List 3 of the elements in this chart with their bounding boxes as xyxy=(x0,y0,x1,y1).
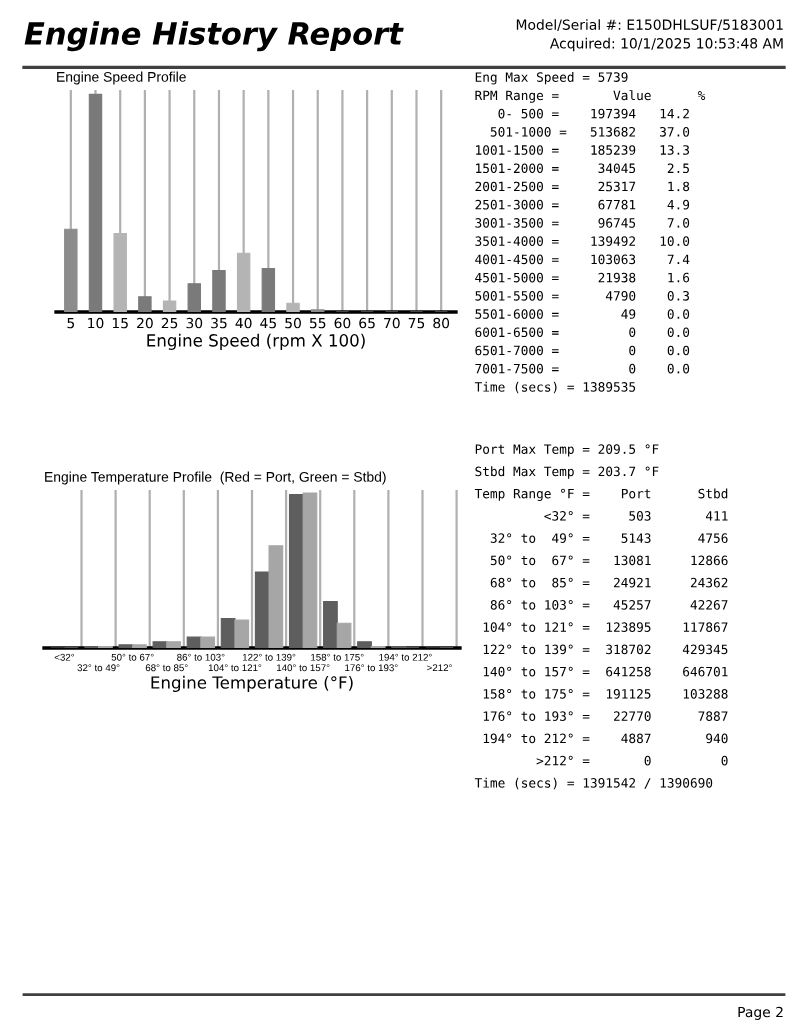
x-axis-title: Engine Temperature (°F) xyxy=(151,675,353,692)
text: Engine History Report xyxy=(24,21,404,52)
x-axis-title: Engine Speed (rpm X 100) xyxy=(147,333,365,350)
